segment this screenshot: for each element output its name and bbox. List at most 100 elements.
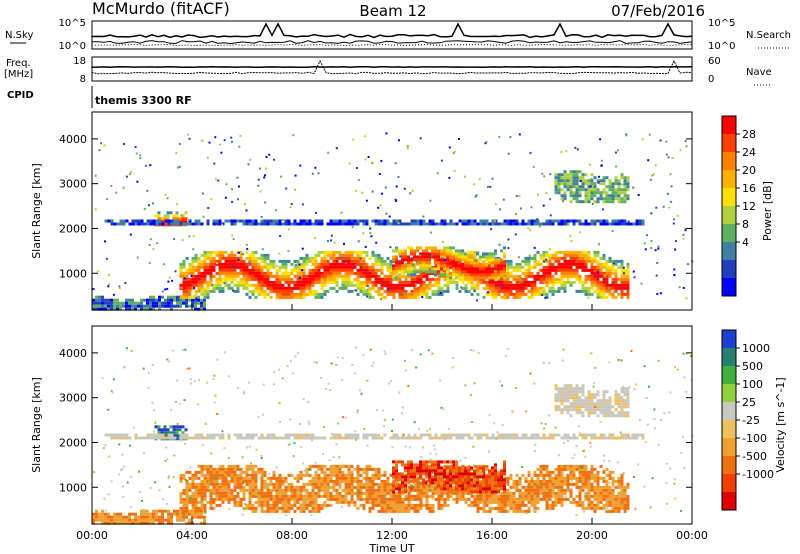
echo-cell (500, 280, 504, 284)
echo-cell (413, 277, 417, 281)
echo-cell (95, 298, 98, 302)
echo-cell (590, 256, 594, 260)
echo-cell (587, 485, 591, 489)
echo-cell (212, 488, 216, 492)
echo-cell (590, 271, 594, 275)
echo-cell (623, 179, 627, 183)
echo-cell (149, 301, 152, 305)
noise-cell (406, 145, 409, 148)
echo-cell (401, 509, 405, 513)
echo-cell (539, 467, 543, 471)
echo-cell (194, 491, 198, 495)
echo-cell (272, 482, 276, 486)
echo-cell (536, 286, 540, 290)
echo-cell (293, 491, 297, 495)
echo-cell (590, 219, 594, 223)
echo-cell (386, 222, 390, 226)
echo-cell (416, 506, 420, 510)
noise-cell (570, 239, 573, 242)
echo-cell (578, 222, 582, 226)
echo-cell (617, 497, 621, 501)
echo-cell (590, 503, 594, 507)
echo-cell (329, 470, 333, 474)
echo-cell (398, 509, 402, 513)
echo-cell (326, 491, 330, 495)
echo-cell (599, 274, 603, 278)
echo-cell (239, 271, 243, 275)
noise-cell (453, 150, 456, 153)
echo-cell (377, 292, 381, 296)
echo-cell (320, 250, 324, 254)
echo-cell (437, 289, 441, 293)
noise-cell (232, 238, 235, 241)
echo-cell (404, 292, 408, 296)
echo-cell (416, 246, 419, 250)
echo-cell (362, 271, 366, 275)
echo-cell (548, 497, 552, 501)
echo-cell (584, 222, 588, 226)
echo-cell (581, 256, 585, 260)
echo-cell (203, 479, 207, 483)
noise-cell (357, 178, 360, 181)
echo-cell (383, 274, 387, 278)
echo-cell (488, 264, 491, 268)
echo-cell (587, 494, 591, 498)
noise-cell (368, 226, 371, 229)
echo-cell (614, 259, 618, 263)
echo-cell (182, 283, 186, 287)
echo-cell (368, 479, 372, 483)
echo-cell (260, 271, 264, 275)
echo-cell (383, 219, 387, 223)
echo-cell (419, 255, 422, 259)
noise-cell (201, 139, 204, 142)
echo-cell (356, 488, 360, 492)
echo-cell (184, 211, 188, 215)
echo-cell (184, 217, 188, 221)
echo-cell (215, 491, 219, 495)
echo-cell (353, 277, 357, 281)
echo-cell (347, 473, 351, 477)
echo-cell (596, 283, 600, 287)
noise-cell (527, 227, 530, 230)
noise-cell (362, 264, 365, 267)
noise-cell (364, 158, 367, 161)
echo-cell (353, 262, 357, 266)
echo-cell (368, 277, 372, 281)
echo-cell (518, 476, 522, 480)
echo-cell (178, 425, 182, 429)
echo-cell (437, 503, 441, 507)
echo-cell (326, 503, 330, 507)
echo-cell (260, 222, 264, 226)
echo-cell (175, 437, 179, 441)
echo-cell (518, 265, 522, 269)
echo-cell (314, 503, 318, 507)
echo-cell (509, 289, 513, 293)
echo-cell (326, 277, 330, 281)
echo-cell (305, 494, 309, 498)
echo-cell (362, 286, 366, 290)
echo-cell (200, 259, 204, 263)
echo-cell (353, 500, 357, 504)
echo-cell (221, 253, 225, 257)
echo-cell (299, 509, 303, 513)
echo-cell (203, 298, 206, 302)
echo-cell (347, 256, 351, 260)
echo-cell (596, 179, 600, 183)
echo-cell (407, 261, 410, 265)
noise-cell (232, 289, 234, 292)
echo-cell (578, 280, 582, 284)
echo-cell (437, 271, 441, 275)
echo-cell (482, 219, 486, 223)
echo-cell (599, 464, 603, 468)
echo-cell (416, 219, 420, 223)
echo-cell (605, 265, 609, 269)
echo-cell (389, 286, 393, 290)
echo-cell (125, 301, 128, 305)
echo-cell (587, 179, 591, 183)
noise-cell (146, 189, 149, 192)
noise-cell (676, 214, 679, 217)
echo-cell (143, 518, 146, 522)
noise-cell (423, 285, 426, 287)
noise-cell (671, 157, 674, 160)
echo-cell (212, 259, 216, 263)
